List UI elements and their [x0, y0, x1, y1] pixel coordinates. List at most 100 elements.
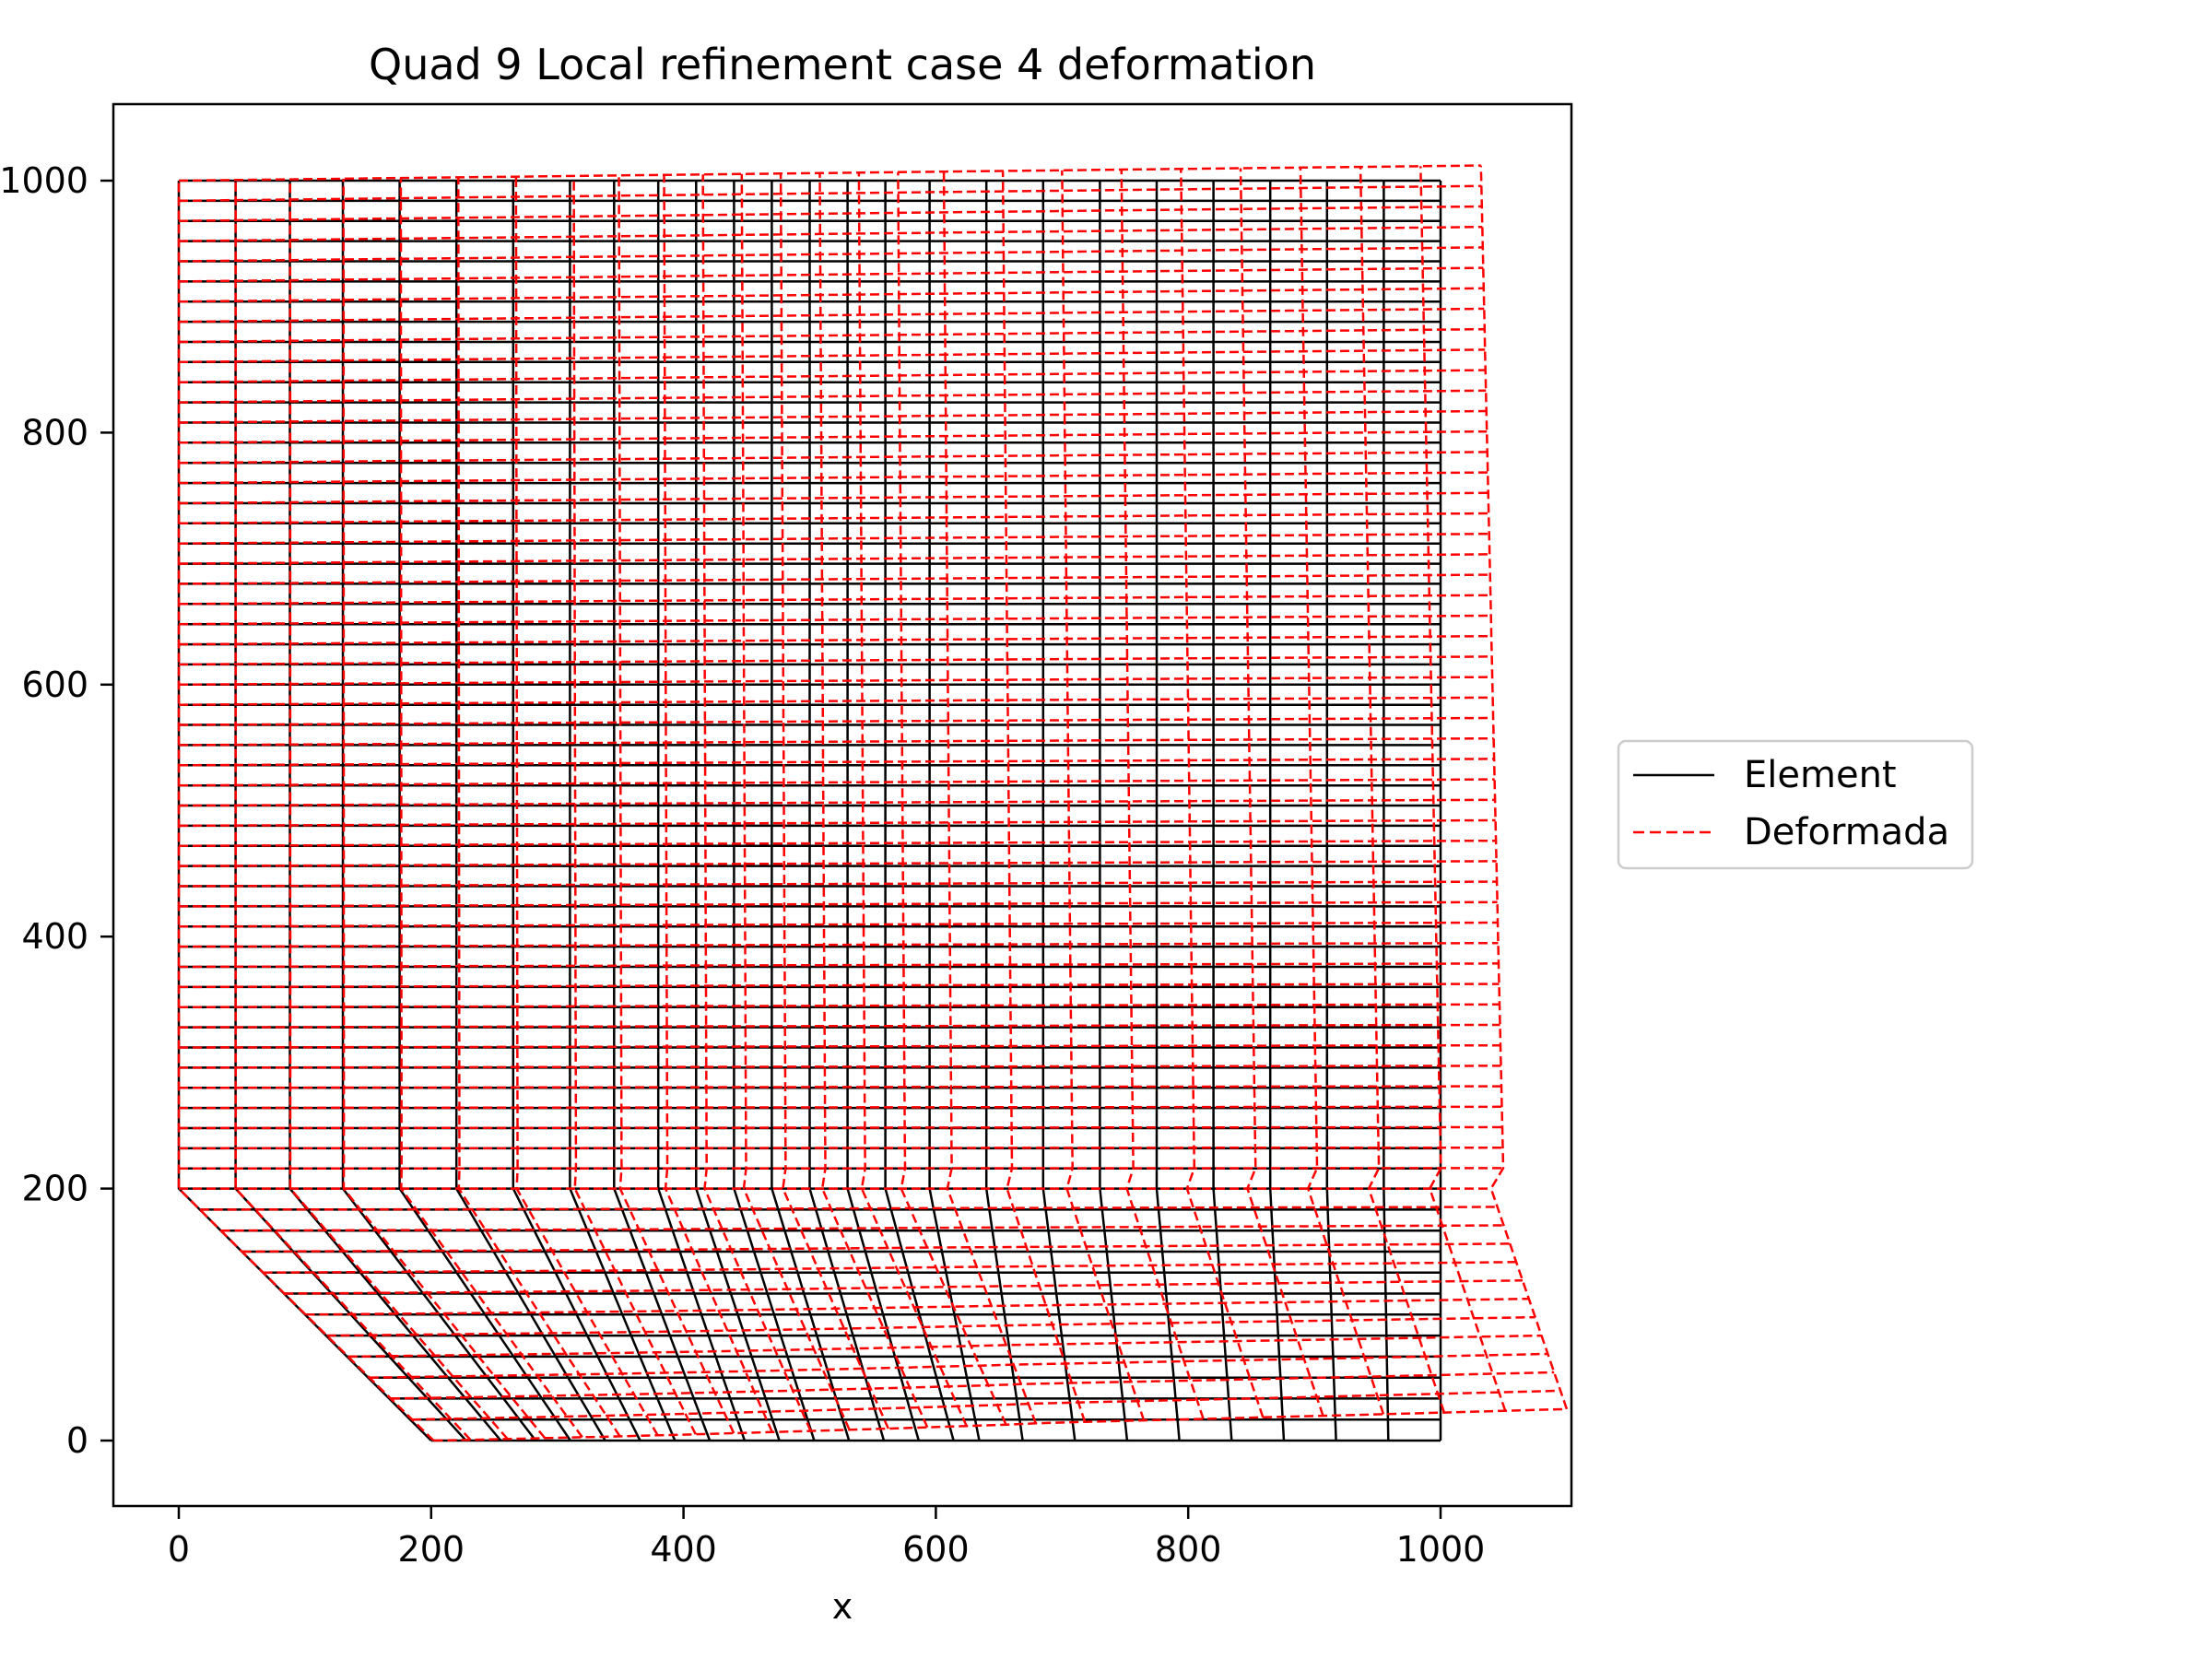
mesh-deformed-row-line: [284, 1279, 1524, 1295]
mesh-deformed-column-line: [1180, 169, 1265, 1418]
mesh-original-column-line: [984, 181, 1024, 1441]
mesh-deformed-row-line: [433, 1407, 1567, 1442]
mesh-deformed: [177, 164, 1569, 1442]
mesh-deformed-row-line: [178, 1125, 1502, 1130]
mesh-deformed-row-line: [178, 307, 1485, 324]
mesh-deformed-column-line: [663, 174, 773, 1433]
mesh-deformed-row-line: [178, 532, 1489, 545]
mesh-deformed-row-line: [178, 839, 1497, 848]
mesh-deformed-row-line: [178, 348, 1486, 364]
mesh-deformed-row-line: [241, 1242, 1511, 1253]
mesh-deformed-row-line: [178, 1023, 1500, 1029]
mesh-original-column-line: [512, 181, 641, 1441]
mesh-original-column-line: [1155, 181, 1181, 1441]
mesh-deformed-row-line: [178, 287, 1484, 303]
mesh-deformed-row-line: [179, 1105, 1502, 1110]
mesh-deformed-column-line: [1120, 169, 1205, 1419]
mesh-deformed-row-line: [178, 205, 1482, 222]
mesh-deformed-row-line: [263, 1261, 1517, 1274]
y-tick-label: 0: [66, 1420, 88, 1461]
mesh-deformed-column-line: [1419, 166, 1507, 1412]
y-tick-label: 200: [21, 1169, 88, 1209]
mesh-original-column-line: [1041, 181, 1077, 1441]
mesh-deformed-row-line: [178, 553, 1490, 565]
mesh-deformed-row-line: [178, 246, 1483, 263]
mesh-deformed-row-line: [178, 860, 1497, 867]
mesh-original-column-line: [1212, 181, 1233, 1441]
x-tick-label: 600: [902, 1529, 970, 1570]
legend-box: [1617, 739, 1974, 870]
mesh-deformed-row-line: [178, 389, 1487, 404]
mesh-deformed-column-line: [1479, 165, 1569, 1410]
mesh-deformed-column-line: [1299, 167, 1385, 1415]
mesh-deformed-column-line: [1001, 171, 1087, 1423]
mesh-original-column-line: [454, 181, 606, 1441]
mesh-original-column-line: [398, 181, 571, 1441]
chart-title: Quad 9 Local refinement case 4 deformati…: [369, 40, 1316, 89]
x-tick-label: 0: [168, 1529, 190, 1570]
mesh-deformed-row-line: [178, 1003, 1500, 1009]
x-tick-label: 200: [398, 1529, 465, 1570]
y-tick-label: 1000: [0, 160, 88, 201]
mesh-deformed-row-line: [199, 1206, 1498, 1211]
mesh-deformed-row-line: [178, 1065, 1501, 1069]
mesh-deformed-row-line: [178, 225, 1483, 242]
mesh-deformed-row-line: [178, 941, 1499, 948]
mesh-deformed-column-line: [897, 171, 1007, 1426]
mesh-deformed-row-line: [178, 921, 1499, 928]
mesh-deformed-column-line: [399, 178, 583, 1439]
y-tick-label: 400: [21, 916, 88, 957]
mesh-deformed-row-line: [178, 818, 1496, 828]
mesh-deformed-column-line: [701, 174, 812, 1432]
mesh-deformed-row-line: [178, 429, 1488, 444]
x-tick-label: 400: [650, 1529, 717, 1570]
mesh-original-column-line: [1099, 181, 1129, 1441]
mesh-deformed-row-line: [369, 1352, 1548, 1379]
mesh-deformed-row-line: [178, 982, 1500, 989]
x-axis-label: x: [832, 1586, 853, 1627]
mesh-deformed-column-line: [618, 175, 735, 1434]
mesh-deformed-row-line: [178, 327, 1485, 344]
mesh-deformed-row-line: [178, 716, 1494, 726]
mesh-original-column-line: [1268, 181, 1286, 1441]
mesh-deformed-row-line: [178, 900, 1498, 908]
mesh-deformed-row-line: [305, 1297, 1529, 1316]
mesh-deformed-row-line: [178, 512, 1489, 525]
mesh-original-column-line: [733, 181, 816, 1441]
mesh-deformed-row-line: [179, 1085, 1502, 1089]
mesh-deformed-row-line: [390, 1371, 1555, 1400]
mesh-deformed-column-line: [1061, 170, 1146, 1421]
mesh-deformed-row-line: [178, 184, 1482, 203]
mesh-original-column-line: [1325, 181, 1337, 1441]
mesh-original-column-line: [569, 181, 677, 1441]
mesh-deformed-row-line: [178, 369, 1486, 383]
legend: Element Deformada: [1617, 739, 1974, 870]
mesh-deformed-column-line: [857, 172, 968, 1427]
mesh-deformed-row-line: [178, 614, 1491, 626]
mesh-deformed-row-line: [178, 1043, 1501, 1049]
mesh-original-column-line: [613, 181, 712, 1441]
mesh-deformed-column-line: [818, 172, 929, 1429]
mesh-deformed-column-line: [942, 171, 1037, 1424]
mesh-deformed-row-line: [178, 451, 1488, 465]
mesh-deformed-row-line: [178, 164, 1481, 182]
mesh-original-column-line: [846, 181, 921, 1441]
mesh-deformed-row-line: [178, 655, 1492, 666]
mesh-deformed-row-line: [220, 1224, 1504, 1232]
mesh-deformed-row-line: [178, 880, 1498, 888]
mesh-deformed-column-line: [1359, 167, 1446, 1413]
mesh-deformed-row-line: [178, 594, 1491, 606]
mesh-deformed-row-line: [178, 573, 1490, 585]
mesh-original-column-line: [1382, 181, 1390, 1441]
mesh-deformed-column-line: [740, 173, 851, 1430]
mesh-deformed-row-line: [178, 634, 1492, 646]
mesh-deformed-row-line: [178, 1146, 1503, 1150]
mesh-deformed-column-line: [779, 173, 889, 1430]
mesh-deformed-row-line: [178, 778, 1495, 787]
legend-deformada-label: Deformada: [1744, 811, 1949, 853]
y-tick-label: 800: [21, 412, 88, 453]
y-axis: 0 200 400 600 800 1000: [0, 160, 113, 1461]
mesh-deformed-row-line: [178, 696, 1493, 706]
mesh-deformed-column-line: [177, 181, 435, 1441]
